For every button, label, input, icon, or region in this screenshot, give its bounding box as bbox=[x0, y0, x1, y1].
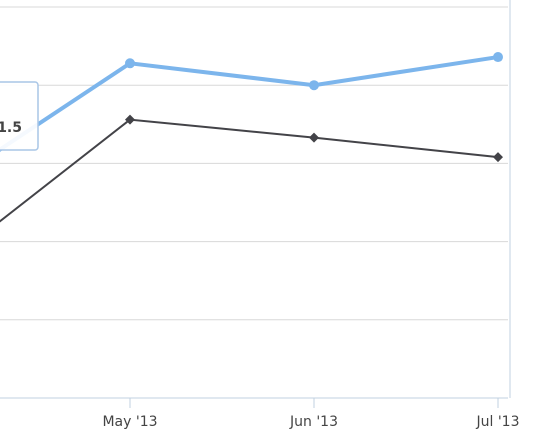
point bbox=[125, 58, 135, 69]
tooltip-text: 1.5 bbox=[0, 120, 22, 136]
series-line bbox=[0, 118, 499, 223]
point bbox=[309, 132, 319, 143]
point bbox=[309, 80, 319, 91]
x-tick-label: Jun '13 bbox=[289, 414, 338, 430]
series-line bbox=[0, 55, 499, 152]
x-tick-label: May '13 bbox=[102, 414, 157, 430]
point bbox=[125, 114, 135, 125]
x-tick-label: Jul '13 bbox=[475, 414, 519, 430]
point bbox=[493, 152, 503, 163]
point bbox=[493, 52, 503, 63]
tooltip-box bbox=[0, 81, 39, 151]
